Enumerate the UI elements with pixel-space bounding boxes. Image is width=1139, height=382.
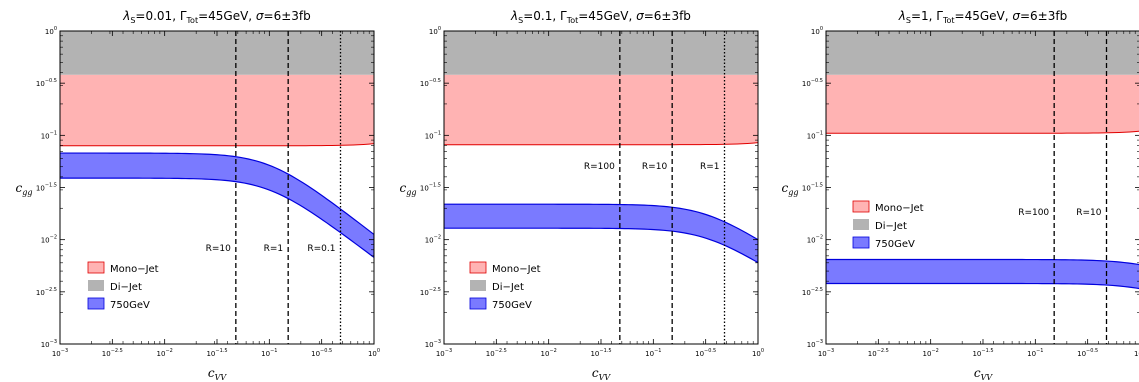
- ratio-label-2: R=1: [264, 244, 284, 254]
- chart-panel-3: R=100 R=10 10−3 10−2.5 10−2 10−1.5 10−1 10−0.5 1…: [782, 9, 1139, 382]
- y-tick-label: 10−0.5: [802, 78, 823, 88]
- y-axis-label: cgg: [16, 181, 33, 197]
- x-tick-label: 100: [1134, 348, 1139, 358]
- chart-panel-2: R=100 R=10 R=1 10−3 10−2.5 10−2 10−1.5 10−1 10−0…: [400, 9, 765, 382]
- x-tick-label: 10−1.5: [972, 348, 993, 358]
- y-tick-label: 10−1: [41, 130, 57, 140]
- legend-label: Di−Jet: [110, 282, 142, 293]
- y-tick-label: 10−1.5: [420, 183, 441, 193]
- y-tick-label: 10−1: [425, 130, 441, 140]
- legend-label: 750GeV: [492, 300, 532, 311]
- y-tick-label: 10−3: [41, 339, 57, 349]
- x-tick-label: 100: [752, 348, 764, 358]
- y-tick-label: 10−0.5: [36, 78, 57, 88]
- signal-band-750gev: [60, 152, 374, 259]
- x-axis-label: cVV: [592, 366, 612, 382]
- legend-swatch: [88, 280, 104, 291]
- monojet-band: [826, 74, 1139, 134]
- x-tick-label: 10−0.5: [1077, 348, 1098, 358]
- ratio-label-1: R=10: [206, 244, 232, 254]
- x-tick-label: 10−2: [157, 348, 173, 358]
- legend: Mono−Jet Di−Jet 750GeV: [87, 261, 159, 311]
- x-axis-label: cVV: [208, 366, 228, 382]
- legend-label: Di−Jet: [492, 282, 524, 293]
- legend: Mono−Jet Di−Jet 750GeV: [469, 261, 541, 311]
- chart-title: λS=0.01, ΓTot=45GeV, σ=6±3fb: [122, 9, 311, 25]
- dijet-band: [826, 31, 1139, 75]
- ratio-label-2: R=10: [642, 162, 668, 172]
- legend-label: 750GeV: [875, 239, 915, 250]
- legend-swatch: [469, 261, 487, 274]
- plot-area: [60, 31, 374, 344]
- legend-swatch: [852, 200, 870, 213]
- y-tick-label: 10−2: [41, 235, 57, 245]
- x-tick-label: 10−1: [261, 348, 277, 358]
- y-tick-label: 10−1: [807, 130, 823, 140]
- x-tick-label: 10−3: [52, 348, 68, 358]
- x-tick-label: 10−1: [1027, 348, 1043, 358]
- legend-swatch: [852, 236, 870, 249]
- y-axis-label: cgg: [782, 181, 799, 197]
- legend-swatch: [87, 261, 105, 274]
- x-tick-label: 10−2: [923, 348, 939, 358]
- legend-swatch: [87, 297, 105, 310]
- x-tick-label: 10−2.5: [868, 348, 889, 358]
- x-tick-label: 10−0.5: [695, 348, 716, 358]
- ratio-label-3: R=1: [700, 162, 720, 172]
- dijet-band: [60, 31, 374, 75]
- ratio-label-2: R=10: [1076, 208, 1102, 218]
- x-tick-label: 10−3: [436, 348, 452, 358]
- monojet-edge: [60, 143, 374, 147]
- y-tick-label: 10−0.5: [420, 78, 441, 88]
- chart-panel-1: R=10 R=1 R=0.1 10−3 10−2.5 10−2 10−1.5 10−1 10−0…: [16, 9, 381, 382]
- plot-area: [826, 31, 1139, 344]
- x-tick-label: 10−1: [645, 348, 661, 358]
- x-tick-label: 10−1.5: [590, 348, 611, 358]
- signal-band-750gev: [444, 203, 758, 264]
- plot-area: [444, 31, 758, 344]
- legend: Mono−Jet Di−Jet 750GeV: [852, 200, 924, 250]
- legend-label: Mono−Jet: [492, 264, 541, 275]
- x-tick-label: 10−0.5: [311, 348, 332, 358]
- y-tick-label: 10−2: [807, 235, 823, 245]
- x-tick-label: 10−1.5: [206, 348, 227, 358]
- y-tick-label: 10−2.5: [802, 287, 823, 297]
- monojet-band: [444, 74, 758, 145]
- legend-swatch: [469, 297, 487, 310]
- legend-label: Mono−Jet: [110, 264, 159, 275]
- y-tick-label: 100: [45, 26, 57, 36]
- x-tick-label: 10−2: [541, 348, 557, 358]
- monojet-edge: [444, 142, 758, 146]
- y-tick-label: 10−2: [425, 235, 441, 245]
- x-tick-label: 100: [368, 348, 380, 358]
- x-axis-label: cVV: [974, 366, 994, 382]
- y-tick-label: 10−1.5: [36, 183, 57, 193]
- y-tick-label: 10−3: [807, 339, 823, 349]
- y-axis-label: cgg: [400, 181, 417, 197]
- x-tick-label: 10−2.5: [102, 348, 123, 358]
- legend-label: 750GeV: [110, 300, 150, 311]
- y-tick-label: 100: [429, 26, 441, 36]
- dijet-band: [444, 31, 758, 75]
- legend-label: Mono−Jet: [875, 203, 924, 214]
- y-tick-label: 100: [811, 26, 823, 36]
- y-tick-label: 10−2.5: [420, 287, 441, 297]
- y-tick-label: 10−2.5: [36, 287, 57, 297]
- x-tick-label: 10−2.5: [486, 348, 507, 358]
- ratio-label-1: R=100: [1018, 208, 1049, 218]
- signal-band-750gev: [826, 258, 1139, 290]
- y-tick-label: 10−3: [425, 339, 441, 349]
- legend-label: Di−Jet: [875, 221, 907, 232]
- x-tick-label: 10−3: [818, 348, 834, 358]
- ratio-label-1: R=100: [584, 162, 615, 172]
- legend-swatch: [470, 280, 486, 291]
- y-tick-label: 10−1.5: [802, 183, 823, 193]
- legend-swatch: [853, 219, 869, 230]
- ratio-label-3: R=0.1: [307, 244, 335, 254]
- chart-title: λS=1, ΓTot=45GeV, σ=6±3fb: [898, 9, 1067, 25]
- monojet-edge: [826, 130, 1139, 134]
- monojet-band: [60, 74, 374, 146]
- chart-title: λS=0.1, ΓTot=45GeV, σ=6±3fb: [510, 9, 691, 25]
